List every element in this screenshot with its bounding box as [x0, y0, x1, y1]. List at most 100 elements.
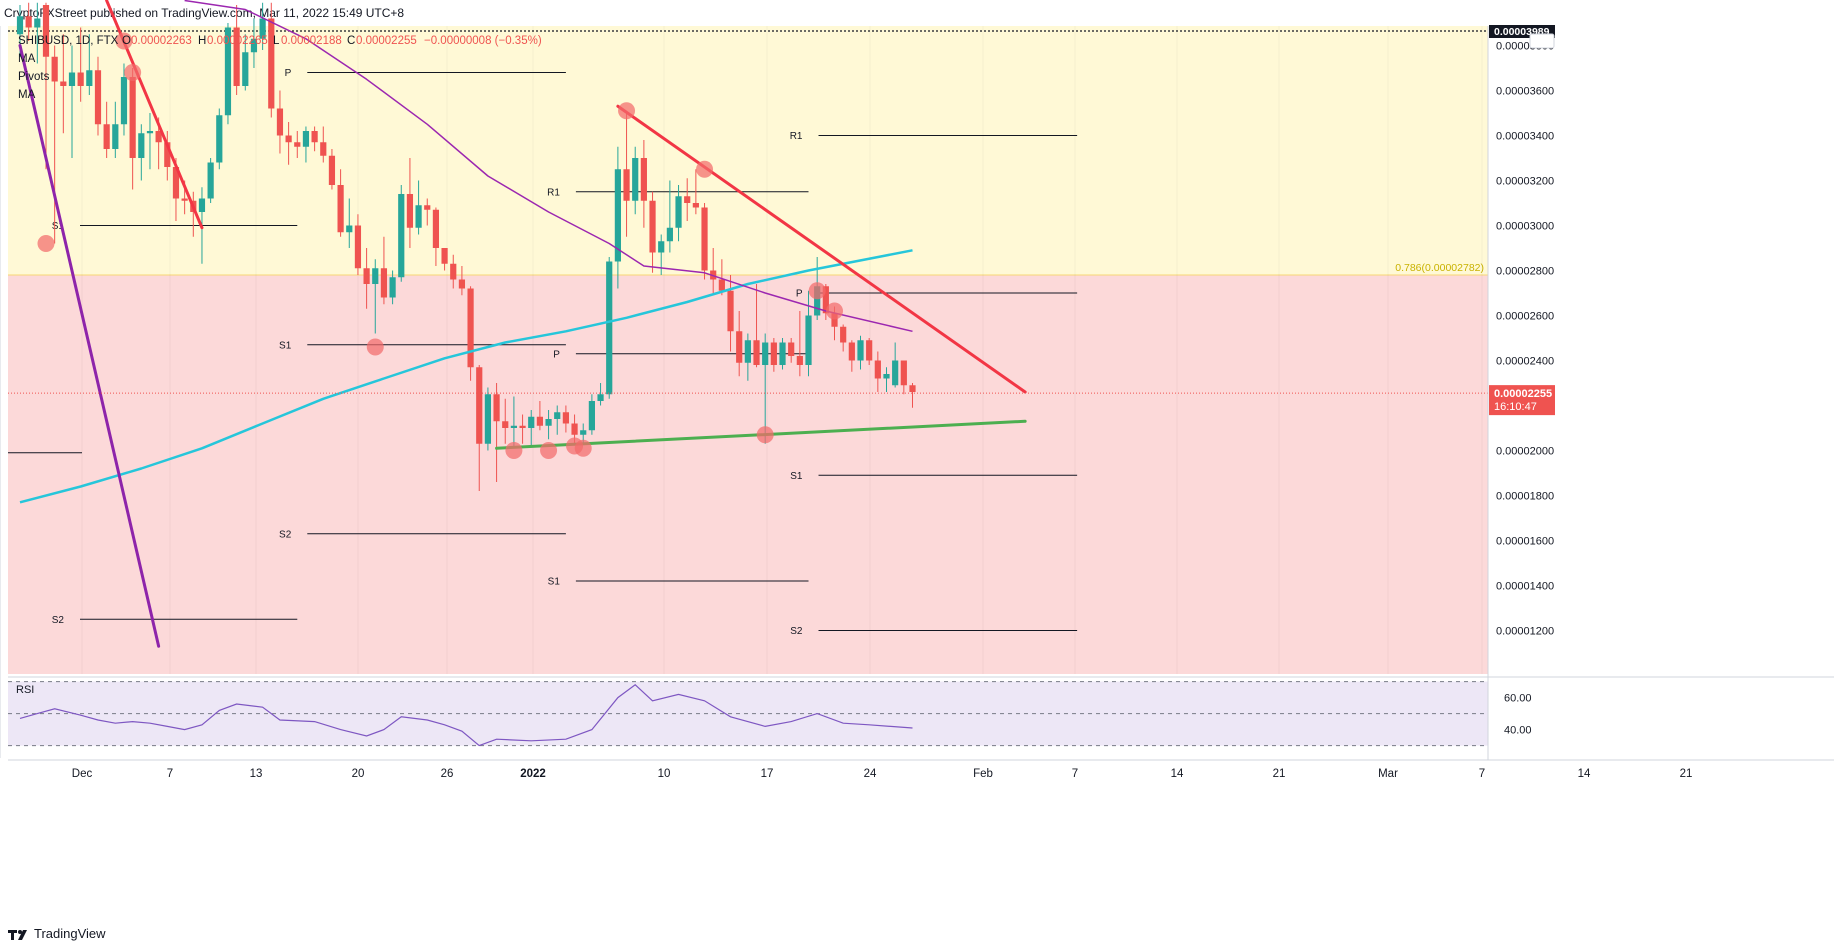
candle[interactable] [484, 387, 492, 451]
candle[interactable] [554, 405, 561, 435]
legend-indicator-ma-2[interactable]: MA [18, 89, 36, 101]
candle[interactable] [840, 324, 847, 352]
candle[interactable] [112, 101, 119, 158]
candle[interactable] [467, 286, 474, 381]
tradingview-brand[interactable]: TradingView [8, 926, 106, 942]
candle[interactable] [718, 259, 725, 296]
candle[interactable] [138, 124, 145, 181]
candle[interactable] [744, 333, 751, 381]
candle[interactable] [285, 122, 292, 165]
candle[interactable] [848, 340, 855, 372]
candle[interactable] [632, 146, 639, 215]
candle[interactable] [406, 158, 414, 248]
candle[interactable] [640, 140, 647, 228]
candle[interactable] [805, 290, 812, 377]
candle[interactable] [883, 367, 890, 392]
candle[interactable] [372, 259, 379, 334]
candle[interactable] [588, 394, 595, 435]
candle[interactable] [354, 214, 362, 275]
candle[interactable] [432, 207, 440, 267]
candle[interactable] [424, 198, 431, 226]
candle[interactable] [51, 45, 58, 244]
candle[interactable] [398, 185, 405, 282]
candle[interactable] [233, 5, 240, 95]
candle[interactable] [770, 338, 777, 372]
candle[interactable] [857, 335, 864, 370]
candle[interactable] [753, 284, 760, 368]
candle[interactable] [597, 383, 604, 406]
candle[interactable] [458, 266, 466, 296]
candle[interactable] [822, 284, 829, 320]
candle[interactable] [259, 2, 266, 50]
candle[interactable] [129, 68, 136, 190]
candle[interactable] [493, 383, 500, 482]
candle[interactable] [649, 191, 656, 273]
candle[interactable] [34, 2, 41, 64]
candle[interactable] [363, 248, 370, 309]
candle[interactable] [311, 126, 318, 152]
candle[interactable] [86, 34, 93, 95]
candle[interactable] [25, 2, 32, 41]
candle[interactable] [519, 414, 526, 444]
candle[interactable] [562, 405, 569, 433]
candle[interactable] [337, 169, 344, 237]
candle[interactable] [727, 275, 734, 352]
candle[interactable] [441, 248, 448, 271]
candles[interactable] [16, 2, 916, 491]
candle[interactable] [528, 410, 535, 446]
candle[interactable] [94, 56, 102, 136]
candle[interactable] [502, 398, 509, 444]
candle[interactable] [684, 178, 691, 221]
candle[interactable] [276, 90, 284, 154]
candle[interactable] [268, 2, 275, 118]
candle[interactable] [874, 351, 881, 393]
candle[interactable] [476, 365, 483, 491]
candle[interactable] [900, 360, 907, 395]
candle[interactable] [77, 27, 84, 102]
candle[interactable] [675, 185, 682, 242]
candle[interactable] [892, 342, 899, 388]
candle[interactable] [328, 149, 336, 190]
candle[interactable] [60, 34, 67, 134]
candle[interactable] [224, 23, 232, 125]
candle[interactable] [294, 131, 301, 158]
candle[interactable] [207, 158, 214, 203]
candle[interactable] [380, 236, 388, 305]
candle[interactable] [68, 45, 76, 159]
candle[interactable] [216, 108, 223, 170]
candle[interactable] [510, 396, 518, 449]
candle[interactable] [242, 34, 249, 91]
candle-body [900, 360, 907, 386]
candle[interactable] [866, 338, 873, 365]
candle[interactable] [103, 101, 110, 158]
candle[interactable] [545, 410, 552, 440]
candle[interactable] [614, 146, 621, 289]
currency-badge[interactable] [1529, 33, 1555, 49]
candle[interactable] [736, 311, 743, 377]
candle[interactable] [536, 401, 543, 431]
candle[interactable] [146, 113, 154, 170]
candle[interactable] [606, 257, 613, 399]
legend-indicator-ma-1[interactable]: MA [18, 53, 36, 65]
candle[interactable] [346, 198, 353, 249]
candle[interactable] [450, 254, 457, 289]
candle[interactable] [909, 383, 916, 408]
candle[interactable] [788, 338, 795, 363]
legend-indicator-pivots[interactable]: Pivots [18, 71, 50, 83]
candle[interactable] [164, 131, 171, 181]
candle[interactable] [762, 333, 769, 444]
candle[interactable] [389, 270, 396, 305]
candle[interactable] [320, 126, 327, 163]
candle[interactable] [302, 126, 310, 163]
candle[interactable] [701, 203, 708, 280]
candle[interactable] [779, 338, 786, 370]
candle[interactable] [666, 180, 673, 253]
candle[interactable] [250, 18, 258, 69]
candle[interactable] [415, 180, 422, 235]
candle[interactable] [42, 2, 50, 170]
candle[interactable] [692, 169, 699, 215]
candle[interactable] [120, 63, 128, 136]
candle[interactable] [796, 311, 803, 377]
candle[interactable] [623, 113, 630, 237]
